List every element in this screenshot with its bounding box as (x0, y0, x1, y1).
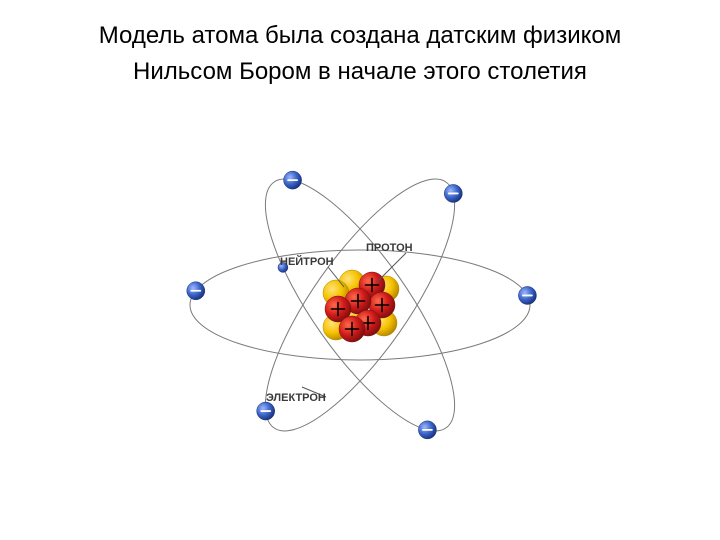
neutron-label: НЕЙТРОН (280, 255, 334, 268)
electron (418, 421, 436, 439)
electron (257, 402, 275, 420)
electron (284, 171, 302, 189)
title-line-1: Модель атома была создана датским физико… (99, 22, 621, 49)
electron (518, 286, 536, 304)
page-title: Модель атома была создана датским физико… (0, 0, 720, 90)
electron (187, 282, 205, 300)
nucleus (323, 270, 399, 342)
atom-diagram-container: ПРОТОН НЕЙТРОН ЭЛЕКТРОН (0, 90, 720, 520)
proton-label: ПРОТОН (366, 242, 413, 254)
atom-diagram: ПРОТОН НЕЙТРОН ЭЛЕКТРОН (170, 135, 550, 475)
title-line-2: Нильсом Бором в начале этого столетия (133, 58, 587, 85)
electron-label: ЭЛЕКТРОН (266, 392, 326, 404)
proton (339, 316, 365, 342)
electron (444, 184, 462, 202)
